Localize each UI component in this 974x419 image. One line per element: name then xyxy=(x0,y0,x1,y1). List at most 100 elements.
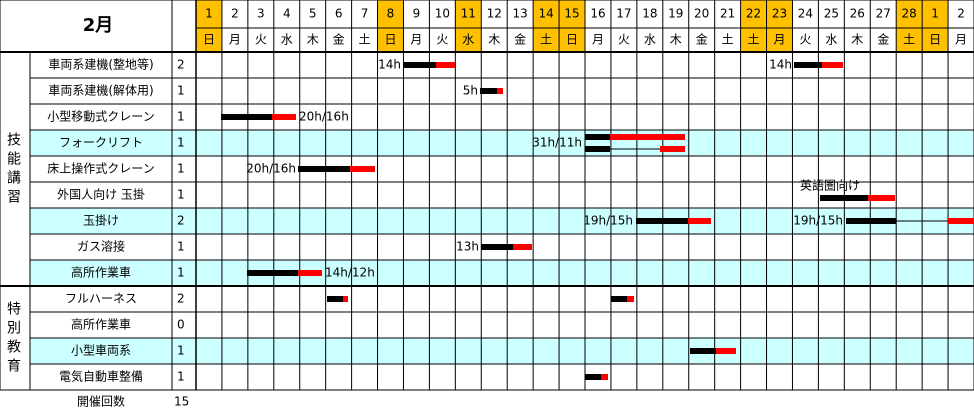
session-exam xyxy=(272,114,296,120)
row-count: 1 xyxy=(177,84,185,98)
session-bar xyxy=(327,296,343,302)
session-note: 14h/12h xyxy=(325,266,375,280)
row-name: 電気自動車整備 xyxy=(59,369,143,384)
row-name: 外国人向け 玉掛 xyxy=(57,187,145,202)
day-date: 2 xyxy=(957,7,965,21)
row-count: 1 xyxy=(177,136,185,150)
row-count: 1 xyxy=(177,240,185,254)
day-weekday: 火 xyxy=(255,33,267,47)
session-bar xyxy=(481,244,513,250)
day-date: 9 xyxy=(413,7,421,21)
row-count: 2 xyxy=(177,58,185,72)
holiday-header xyxy=(766,0,793,52)
row-count: 1 xyxy=(177,370,185,384)
day-weekday: 木 xyxy=(851,33,863,47)
row-highlight xyxy=(30,260,974,286)
section-label: 特別教育 xyxy=(7,302,21,375)
row-name: 車両系建機(整地等) xyxy=(48,57,153,72)
session-note: 13h xyxy=(456,240,479,254)
day-weekday: 水 xyxy=(825,33,837,47)
session-exam xyxy=(627,296,634,302)
day-weekday: 木 xyxy=(670,33,682,47)
day-weekday: 日 xyxy=(929,33,941,47)
session-note: 31h/11h xyxy=(532,136,582,150)
day-weekday: 月 xyxy=(410,33,422,47)
row-count: 1 xyxy=(177,266,185,280)
section-label: 技能講習 xyxy=(7,133,21,206)
session-note: 5h xyxy=(463,84,478,98)
session-note: 20h/16h xyxy=(246,162,296,176)
day-date: 27 xyxy=(876,7,891,21)
holiday-header xyxy=(559,0,585,52)
day-weekday: 月 xyxy=(592,33,604,47)
session-exam xyxy=(610,134,685,140)
row-name: 小型移動式クレーン xyxy=(47,110,154,124)
day-date: 15 xyxy=(564,7,579,21)
day-weekday: 金 xyxy=(333,32,345,47)
day-date: 25 xyxy=(824,7,839,21)
row-highlight xyxy=(30,338,974,364)
row-name: 高所作業車 xyxy=(71,317,131,332)
day-weekday: 火 xyxy=(618,33,630,47)
row-count: 1 xyxy=(177,344,185,358)
session-bar xyxy=(585,134,610,140)
session-bar xyxy=(690,348,716,354)
row-name: 玉掛け xyxy=(83,213,119,228)
session-bar xyxy=(298,166,350,172)
day-weekday: 水 xyxy=(644,33,656,47)
session-note: 20h/16h xyxy=(299,110,349,124)
footer-total: 15 xyxy=(174,395,189,409)
day-weekday: 土 xyxy=(748,33,760,47)
row-name: 車両系建機(解体用) xyxy=(48,83,153,98)
day-weekday: 水 xyxy=(281,33,293,47)
day-date: 22 xyxy=(746,7,761,21)
day-date: 7 xyxy=(361,7,369,21)
holiday-header xyxy=(896,0,923,52)
session-note: 英語圏向け xyxy=(800,178,860,193)
session-bar xyxy=(247,270,298,276)
holiday-header xyxy=(377,0,404,52)
row-name: 高所作業車 xyxy=(71,265,131,280)
holiday-header xyxy=(533,0,560,52)
day-weekday: 金 xyxy=(514,32,526,47)
footer-label: 開催回数 xyxy=(77,394,125,409)
day-date: 14 xyxy=(538,7,553,21)
row-name: フォークリフト xyxy=(59,136,143,150)
day-date: 8 xyxy=(387,7,395,21)
session-note: 14h xyxy=(378,58,401,72)
row-name: 小型車両系 xyxy=(71,344,131,358)
day-weekday: 日 xyxy=(203,33,215,47)
session-note: 14h xyxy=(769,58,792,72)
session-note: 19h/15h xyxy=(583,214,633,228)
session-bar xyxy=(636,218,688,224)
session-bar xyxy=(820,195,868,201)
holiday-header xyxy=(196,0,222,52)
session-exam xyxy=(298,270,322,276)
day-weekday: 月 xyxy=(955,33,967,47)
session-exam xyxy=(601,374,608,380)
day-weekday: 火 xyxy=(436,33,448,47)
day-date: 19 xyxy=(668,7,683,21)
session-bar xyxy=(611,296,627,302)
day-date: 13 xyxy=(513,7,528,21)
row-count: 0 xyxy=(177,318,185,332)
holiday-header xyxy=(922,0,949,52)
day-date: 16 xyxy=(590,7,605,21)
day-weekday: 木 xyxy=(307,33,319,47)
day-date: 1 xyxy=(931,7,939,21)
day-date: 23 xyxy=(772,7,787,21)
day-weekday: 土 xyxy=(359,33,371,47)
day-date: 24 xyxy=(798,7,813,21)
day-date: 26 xyxy=(850,7,865,21)
session-exam xyxy=(350,166,375,172)
row-highlight xyxy=(30,208,974,234)
row-count: 2 xyxy=(177,292,185,306)
day-date: 2 xyxy=(231,7,239,21)
day-weekday: 土 xyxy=(903,33,915,47)
day-weekday: 火 xyxy=(799,33,811,47)
day-date: 12 xyxy=(487,7,502,21)
day-weekday: 金 xyxy=(696,32,708,47)
row-name: 床上操作式クレーン xyxy=(47,161,154,176)
day-weekday: 水 xyxy=(462,33,474,47)
